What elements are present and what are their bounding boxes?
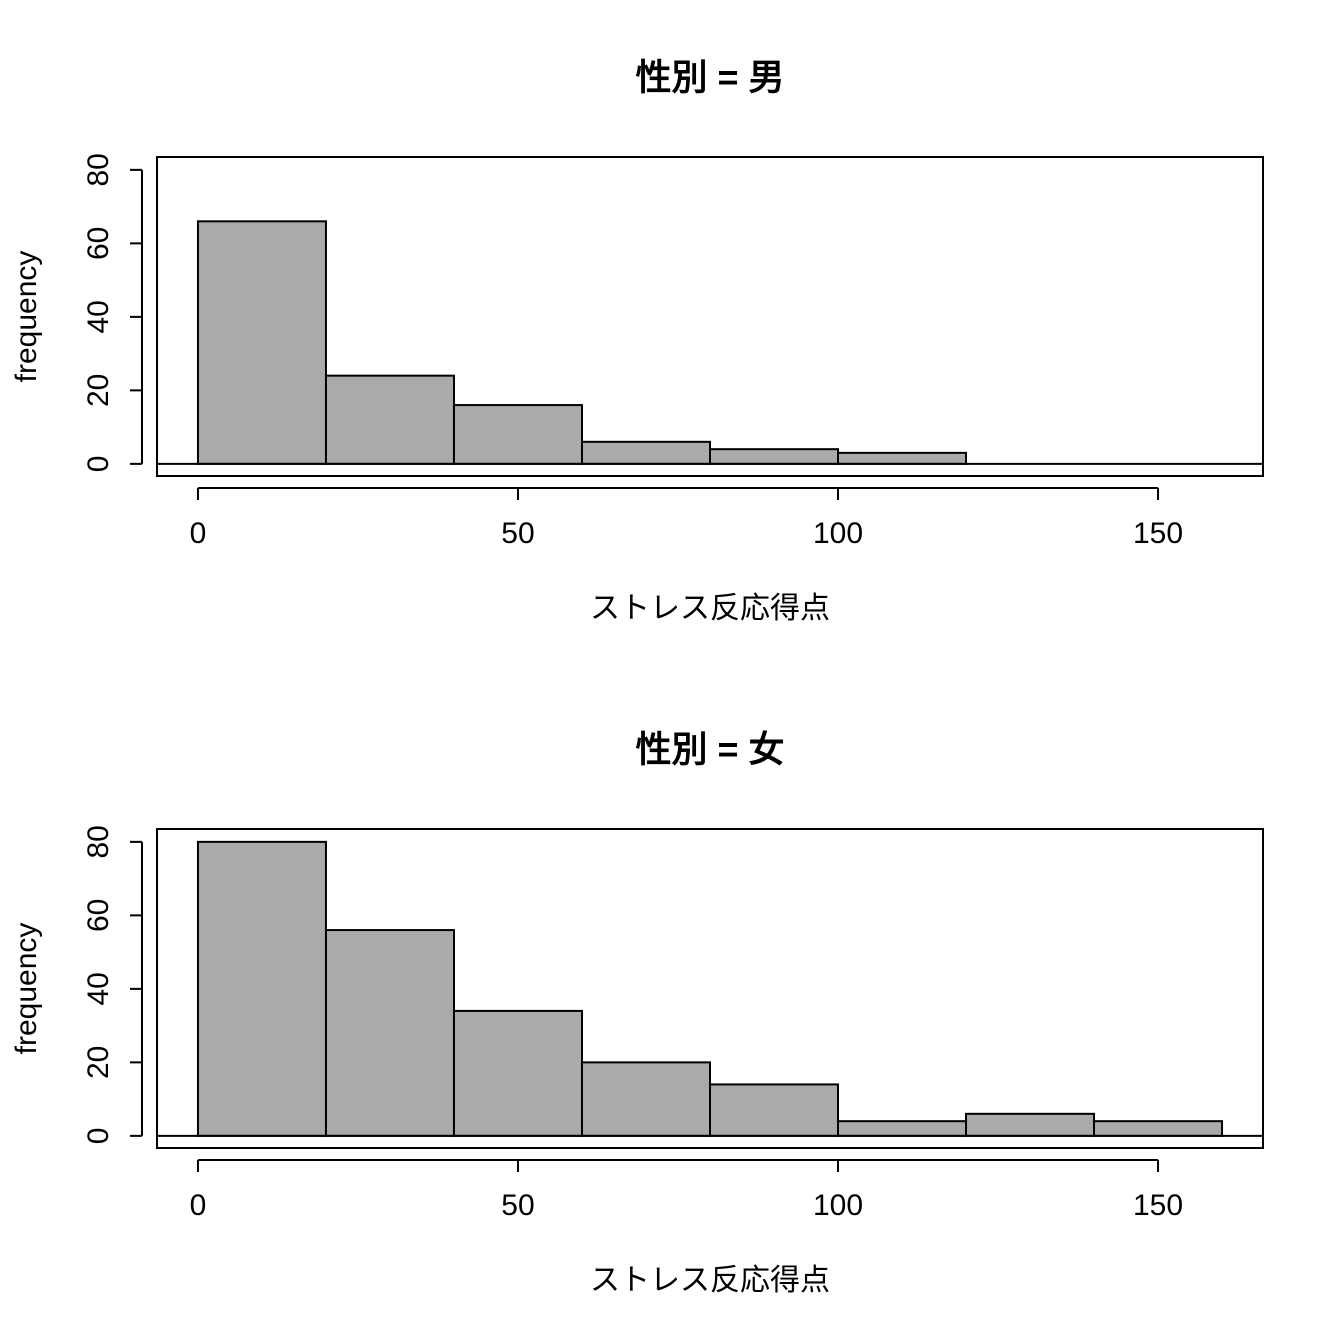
bar — [196, 840, 327, 1137]
y-tick-label: 0 — [82, 456, 115, 473]
x-axis-label: ストレス反応得点 — [590, 1264, 830, 1297]
y-tick-label: 40 — [82, 300, 115, 333]
chart-title: 性別 = 男 — [635, 57, 784, 98]
bar — [452, 1009, 583, 1137]
bar — [324, 929, 455, 1137]
plot-box — [156, 828, 1264, 1149]
bar — [452, 404, 583, 465]
bar — [837, 451, 968, 465]
plot-box — [156, 156, 1264, 477]
bar — [580, 440, 711, 465]
y-tick-label: 40 — [82, 972, 115, 1005]
y-axis-label: frequency — [10, 923, 43, 1055]
x-tick-label: 50 — [501, 1189, 534, 1222]
bar — [580, 1061, 711, 1137]
x-tick-label: 50 — [501, 517, 534, 550]
bar — [709, 448, 840, 465]
y-tick-label: 60 — [82, 227, 115, 260]
y-tick-label: 80 — [82, 825, 115, 858]
y-tick-label: 20 — [82, 1046, 115, 1079]
y-tick-label: 60 — [82, 899, 115, 932]
x-tick-label: 0 — [190, 1189, 207, 1222]
bar — [196, 220, 327, 465]
y-axis-label: frequency — [10, 251, 43, 383]
x-tick-label: 150 — [1133, 1189, 1183, 1222]
x-tick-label: 0 — [190, 517, 207, 550]
bar — [837, 1120, 968, 1137]
y-tick-label: 0 — [82, 1128, 115, 1145]
x-axis-label: ストレス反応得点 — [590, 592, 830, 625]
chart-title: 性別 = 女 — [635, 729, 784, 770]
y-tick-label: 20 — [82, 374, 115, 407]
x-tick-label: 100 — [813, 517, 863, 550]
bar — [709, 1083, 840, 1137]
x-tick-label: 100 — [813, 1189, 863, 1222]
bar — [1093, 1120, 1224, 1137]
y-tick-label: 80 — [82, 153, 115, 186]
bar — [324, 374, 455, 465]
bar — [965, 1112, 1096, 1137]
x-tick-label: 150 — [1133, 517, 1183, 550]
